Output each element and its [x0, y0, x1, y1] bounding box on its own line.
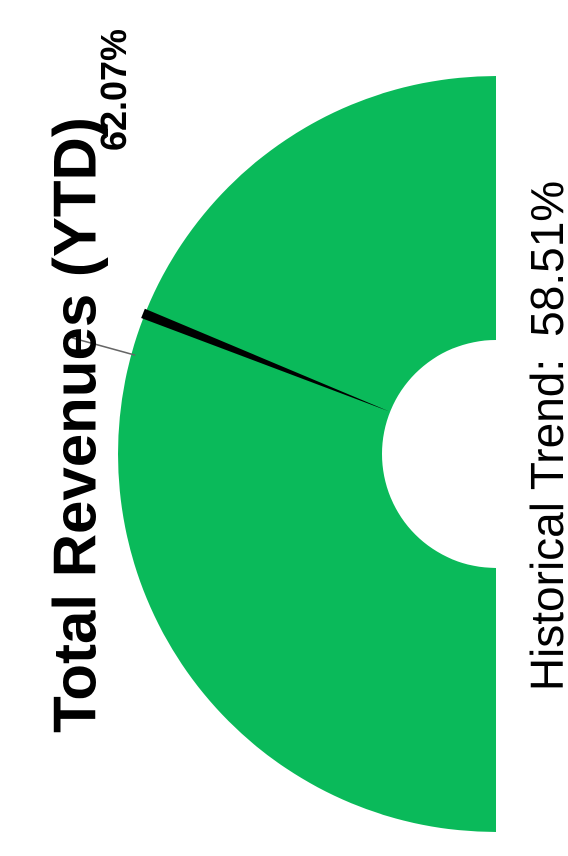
historical-trend-marker — [71, 337, 136, 356]
historical-trend-value: 58.51% — [521, 180, 568, 337]
historical-trend-label: Historical Trend: — [521, 358, 568, 692]
gauge-arc — [118, 76, 496, 832]
gauge-value-label: 62.07% — [93, 28, 134, 152]
gauge-needle — [141, 308, 390, 412]
chart-title: Total Revenues (YTD) — [41, 117, 109, 733]
historical-trend: Historical Trend: 58.51% — [520, 181, 568, 691]
